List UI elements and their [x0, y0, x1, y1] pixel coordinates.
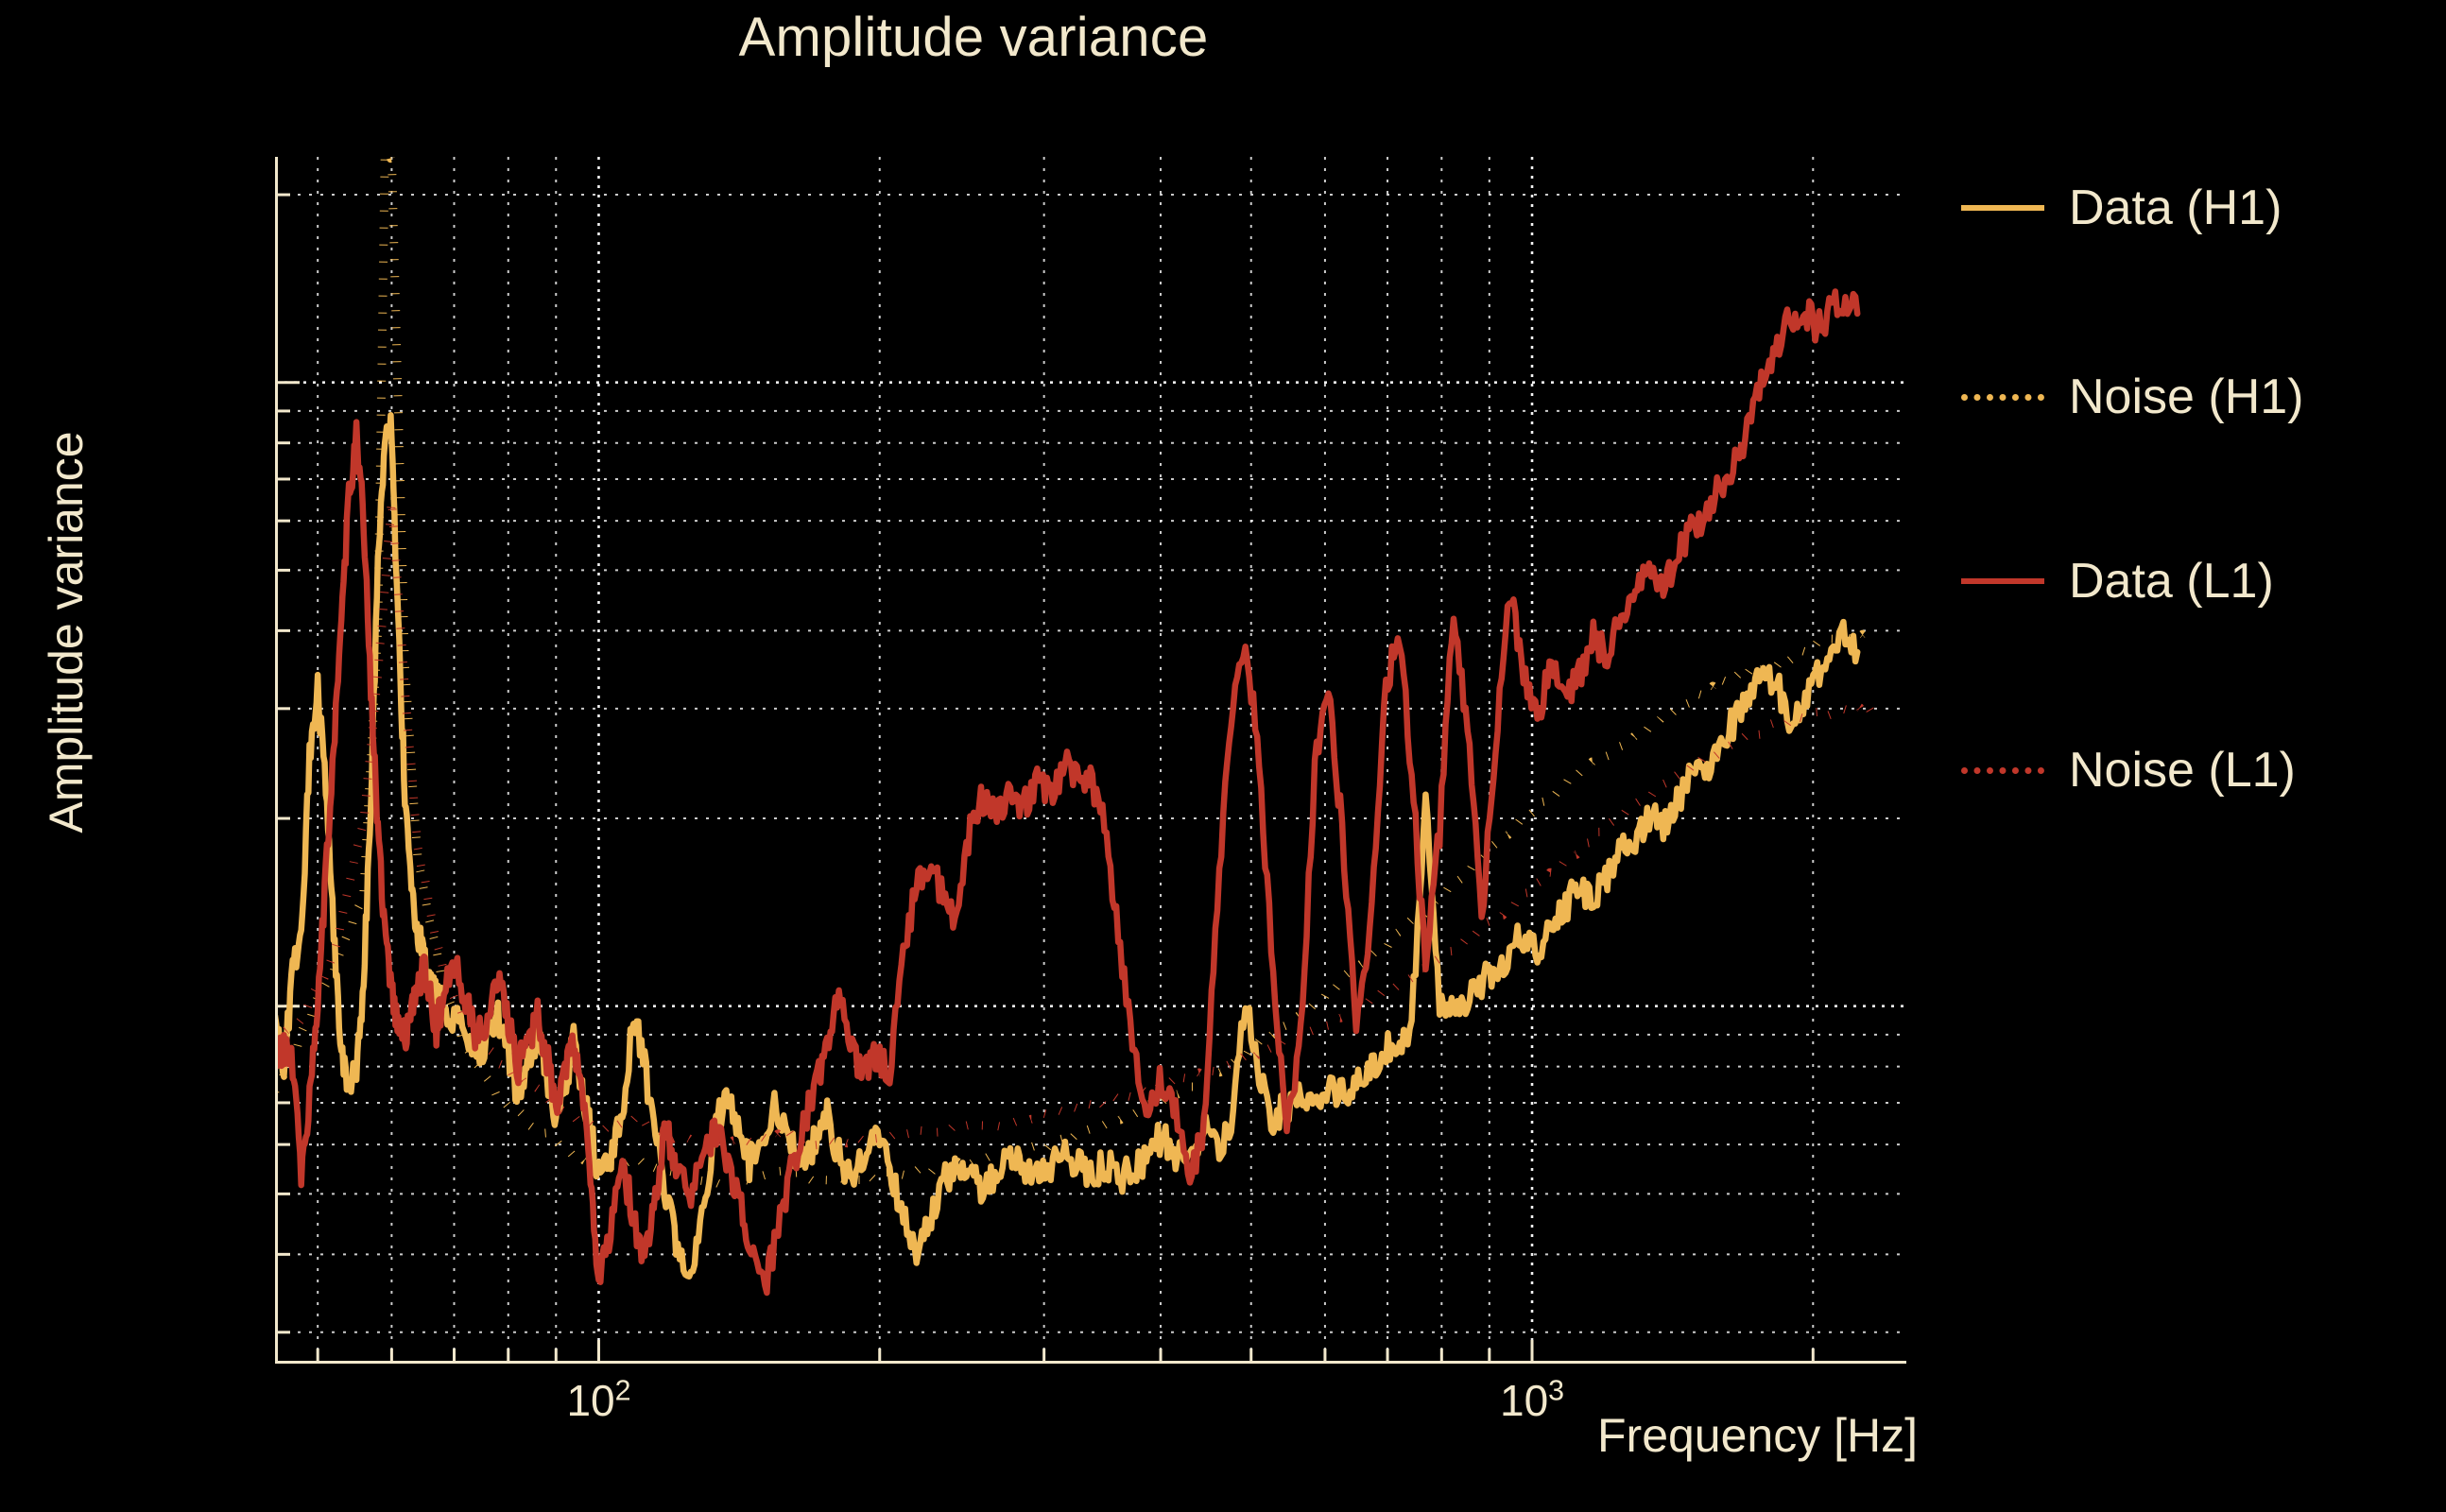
legend-label-0: Data (H1) — [2069, 180, 2282, 235]
x-tick-marks — [316, 1340, 1815, 1361]
series-2 — [275, 288, 1861, 1297]
y-tick-marks — [275, 193, 300, 1334]
legend-swatch-3 — [1961, 766, 2044, 774]
y-tick-labels: 10−4610−47 — [0, 0, 267, 1512]
legend-item-data-l1[interactable]: Data (L1) — [1961, 553, 2274, 610]
x-axis-label: Frequency [Hz] — [1597, 1409, 1919, 1462]
legend-item-data-h1[interactable]: Data (H1) — [1961, 180, 2282, 236]
legend-item-noise-l1[interactable]: Noise (L1) — [1961, 742, 2296, 799]
x-axis-spine — [275, 1361, 1906, 1364]
legend-swatch-1 — [1961, 393, 2044, 401]
legend-label-3: Noise (L1) — [2069, 743, 2296, 798]
plot-area — [275, 157, 1903, 1361]
legend-label-1: Noise (H1) — [2069, 369, 2304, 424]
chart-title: Amplitude variance — [738, 7, 1209, 68]
legend-item-noise-h1[interactable]: Noise (H1) — [1961, 369, 2304, 425]
series-0 — [275, 412, 1861, 1280]
legend-swatch-0 — [1961, 205, 2044, 211]
y-axis-spine — [275, 157, 278, 1364]
legend-swatch-2 — [1961, 578, 2044, 584]
x-tick-label-1: 103 — [1499, 1375, 1565, 1425]
chart-legend: Data (H1) Noise (H1) Data (L1) Noise (L1) — [1961, 151, 2443, 1342]
legend-label-2: Data (L1) — [2069, 554, 2274, 609]
x-tick-label-0: 102 — [566, 1375, 631, 1425]
